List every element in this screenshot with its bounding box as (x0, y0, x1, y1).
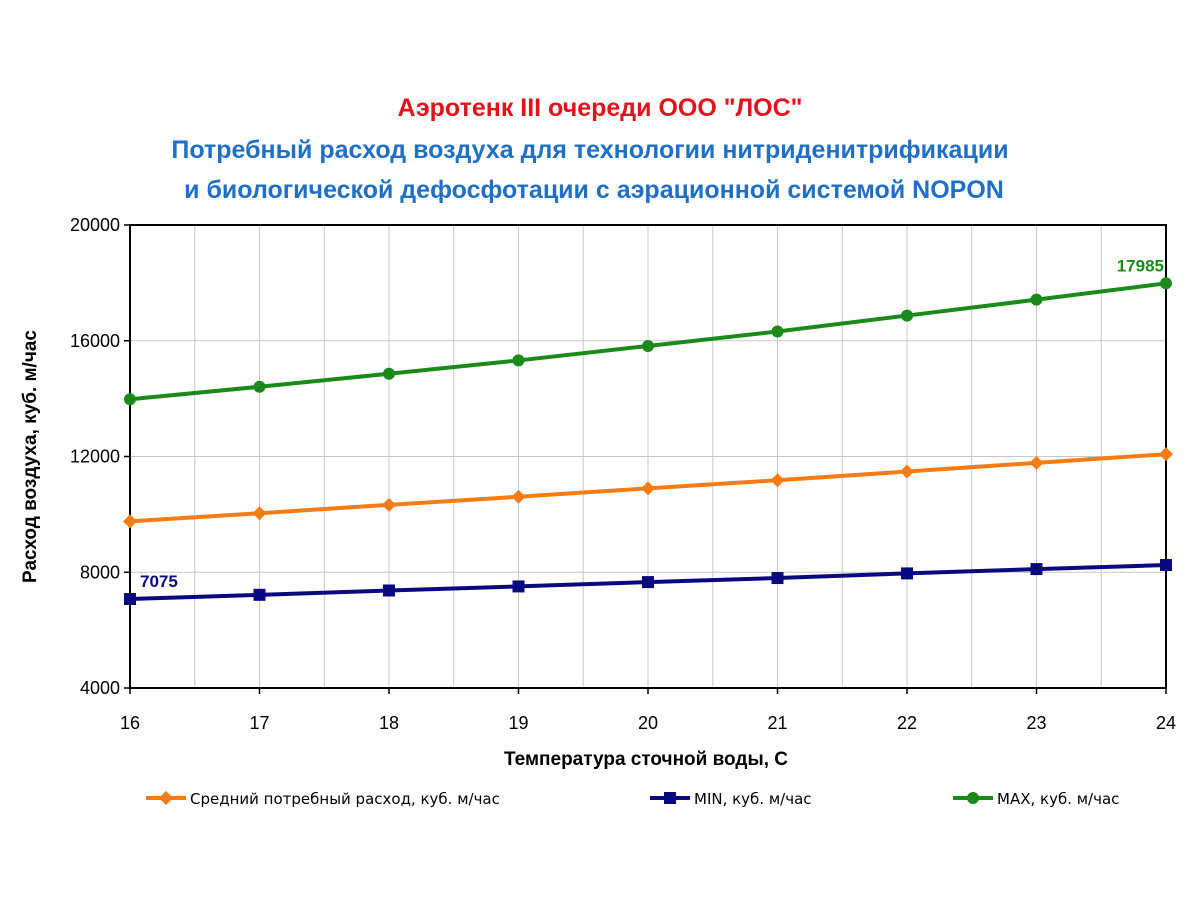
data-point-avg (382, 497, 396, 512)
legend-label-avg: Средний потребный расход, куб. м/час (190, 790, 500, 808)
series-min (124, 559, 1172, 606)
y-tick-label: 12000 (70, 447, 120, 467)
chart-title-line-3: и биологической дефосфотации с аэрационн… (184, 176, 1004, 204)
x-tick-label: 16 (120, 713, 140, 733)
x-tick-label: 21 (767, 713, 787, 733)
legend-marker-max (967, 792, 979, 804)
legend-item-avg: Средний потребный расход, куб. м/час (146, 790, 500, 808)
data-point-avg (252, 506, 267, 521)
y-tick-label: 16000 (70, 331, 120, 351)
chart-title-line-2: Потребный расход воздуха для технологии … (171, 136, 1009, 164)
data-point-max (1030, 293, 1043, 306)
data-point-avg (900, 464, 914, 479)
legend-label-max: MAX, куб. м/час (997, 790, 1119, 808)
data-point-min (512, 580, 525, 593)
data-point-max (1160, 277, 1172, 290)
chart-series (123, 277, 1173, 606)
x-tick-label: 17 (249, 713, 269, 733)
x-tick-label: 20 (638, 713, 658, 733)
x-tick-label: 18 (379, 713, 399, 733)
grid-lines (130, 225, 1166, 688)
data-point-min (383, 584, 395, 597)
x-tick-label: 22 (897, 713, 917, 733)
data-point-avg (1029, 455, 1044, 470)
series-avg (123, 447, 1173, 529)
data-point-min (1160, 559, 1172, 572)
legend-item-max: MAX, куб. м/час (953, 790, 1119, 808)
data-point-avg (1159, 447, 1173, 462)
data-label-max: 17985 (1117, 256, 1164, 275)
data-point-max (253, 380, 266, 393)
legend-item-min: MIN, куб. м/час (650, 790, 812, 808)
data-labels: 7075 17985 (140, 256, 1164, 591)
data-point-min (1030, 563, 1043, 576)
data-point-max (512, 354, 525, 367)
data-point-min (771, 572, 784, 585)
legend-marker-avg (159, 791, 173, 805)
data-point-max (771, 325, 784, 338)
data-point-max (901, 309, 913, 322)
data-point-min (124, 593, 136, 606)
x-tick-label: 23 (1026, 713, 1046, 733)
legend: Средний потребный расход, куб. м/час MIN,… (146, 790, 1119, 808)
data-label-min: 7075 (140, 572, 178, 591)
legend-label-min: MIN, куб. м/час (694, 790, 812, 808)
data-point-min (901, 567, 913, 580)
data-point-avg (770, 473, 785, 488)
series-max (124, 277, 1172, 406)
data-point-avg (641, 481, 655, 496)
y-tick-label: 4000 (80, 678, 120, 698)
data-point-min (253, 588, 266, 601)
data-point-avg (511, 489, 526, 504)
y-axis-ticks: 4000 8000 12000 16000 20000 (70, 215, 130, 698)
chart-title-line-1: Аэротенк III очереди ООО "ЛОС" (397, 94, 803, 122)
x-tick-label: 24 (1156, 713, 1176, 733)
x-axis-label: Температура сточной воды, С (504, 749, 788, 770)
data-point-max (124, 393, 136, 406)
y-tick-label: 8000 (80, 562, 120, 582)
data-point-min (642, 576, 654, 589)
data-point-avg (123, 514, 137, 529)
legend-marker-min (664, 792, 676, 804)
y-axis-label: Расход воздуха, куб. м/час (20, 330, 41, 583)
y-tick-label: 20000 (70, 215, 120, 235)
data-point-max (642, 339, 654, 352)
x-axis-ticks: 16 17 18 19 20 21 22 23 24 (120, 688, 1176, 733)
data-point-max (383, 367, 395, 380)
x-tick-label: 19 (508, 713, 528, 733)
